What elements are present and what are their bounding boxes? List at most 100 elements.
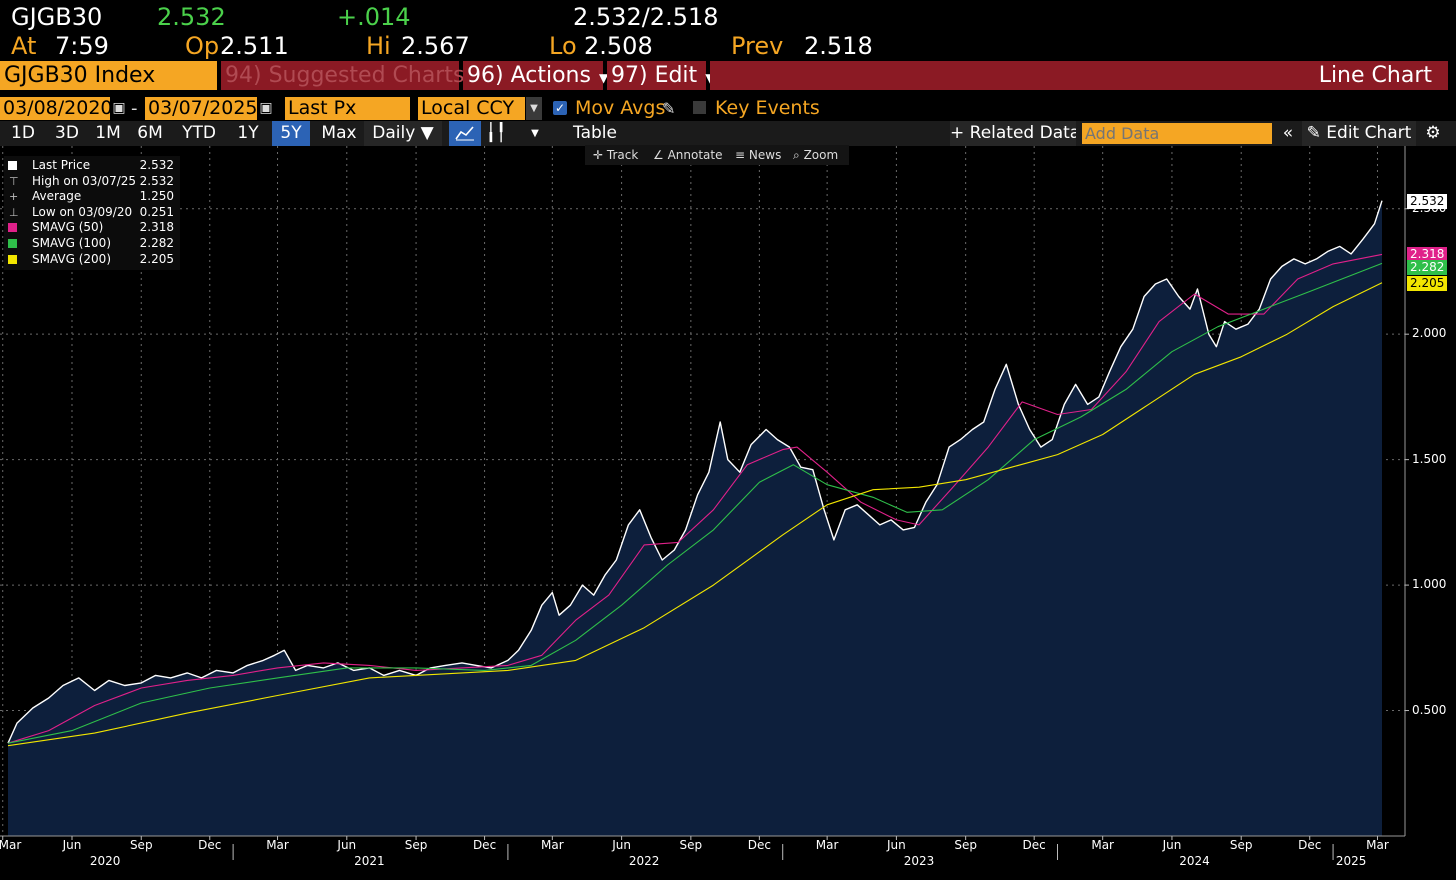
ticker: GJGB30 [11, 3, 103, 31]
last-price: 2.532 [157, 3, 226, 31]
news-icon: ≡ [735, 148, 746, 162]
x-month-label: Mar [0, 838, 22, 852]
line-chart-icon[interactable] [449, 121, 481, 146]
x-month-label: Sep [129, 838, 153, 852]
pencil-icon[interactable]: ✎ [662, 99, 676, 118]
x-month-label: Dec [198, 838, 222, 852]
chart-tools: ✛ Track ∠ Annotate ≡ News ⌕ Zoom [585, 145, 849, 165]
high-icon: ⊤ [9, 174, 19, 188]
edit-menu[interactable]: 97) Edit ▼ [607, 61, 714, 90]
period-3d-button[interactable]: 3D [55, 123, 79, 143]
chart-legend[interactable]: Last Price 2.532 ⊤ High on 03/07/25 2.532 + Av… [4, 156, 180, 270]
period-max-button[interactable]: Max [321, 123, 357, 143]
chevron-down-icon: ▼ [705, 71, 714, 85]
legend-value: 2.532 [139, 158, 174, 172]
actions-menu[interactable]: 96) Actions ▼ [463, 61, 608, 90]
collapse-icon[interactable]: « [1282, 123, 1294, 143]
series-line-smavg-50 [7, 253, 1383, 744]
bid-ask: 2.532/2.518 [573, 3, 719, 31]
prev-value: 2.518 [804, 32, 873, 60]
time-label: At [11, 32, 37, 60]
legend-item[interactable]: SMAVG (100) 2.282 [4, 236, 180, 252]
legend-value: 2.318 [139, 220, 174, 235]
mov-avgs-checkbox[interactable]: ✓ [553, 101, 567, 115]
x-month-label: Sep [954, 838, 977, 852]
period-bar: 1D 3D 1M 6M YTD 1Y 5Y Max Daily ▼ ╽╿ ▼ Table + … [0, 121, 1456, 146]
value-tag: 2.318 [1407, 247, 1448, 263]
price-area-fill [8, 200, 1382, 836]
legend-name: Low on 03/09/20 [32, 204, 133, 219]
magnifier-icon: ⌕ [793, 148, 800, 162]
series-line-last-price [7, 200, 1383, 744]
x-month-label: Sep [1229, 838, 1253, 852]
value-tag: 2.532 [1407, 193, 1448, 209]
y-tick-label: 2.000 [1412, 326, 1447, 341]
legend-swatch [8, 254, 17, 264]
x-month-label: Mar [541, 838, 564, 852]
legend-item[interactable]: + Average 1.250 [4, 189, 180, 205]
x-year-label: 2023 [903, 854, 935, 868]
key-events-checkbox[interactable] [693, 101, 706, 114]
period-ytd-button[interactable]: YTD [182, 123, 216, 143]
legend-item[interactable]: SMAVG (50) 2.318 [4, 220, 180, 236]
legend-item[interactable]: ⊤ High on 03/07/25 2.532 [4, 174, 180, 190]
start-date-field[interactable]: 03/08/2020 [0, 97, 110, 120]
zoom-tool[interactable]: ⌕ Zoom [793, 145, 838, 165]
x-month-label: Mar [1091, 838, 1114, 852]
open-label: Op [185, 32, 220, 60]
frequency-select[interactable]: Daily ▼ [364, 121, 442, 146]
x-month-label: Jun [337, 838, 357, 852]
period-6m-button[interactable]: 6M [137, 123, 163, 143]
end-date-field[interactable]: 03/07/2025 [145, 97, 257, 120]
field-select[interactable]: Last Px [285, 97, 410, 120]
annotate-tool[interactable]: ∠ Annotate [653, 145, 723, 165]
value-tag: 2.205 [1407, 275, 1448, 291]
legend-value: 0.251 [139, 204, 174, 219]
suggested-charts-label: 94) Suggested Charts [225, 63, 465, 88]
legend-swatch [8, 239, 17, 248]
x-month-label: Sep [679, 838, 703, 852]
chevron-down-icon[interactable]: ▼ [526, 97, 542, 120]
legend-item[interactable]: Last Price 2.532 [4, 158, 180, 174]
track-tool[interactable]: ✛ Track [593, 145, 638, 165]
legend-name: Average [32, 189, 82, 204]
legend-item[interactable]: SMAVG (200) 2.205 [4, 252, 180, 268]
calendar-icon[interactable]: ▣ [112, 100, 126, 116]
x-month-label: Jun [887, 838, 906, 852]
news-tool[interactable]: ≡ News [735, 145, 781, 165]
mov-avgs-label: Mov Avgs [575, 97, 666, 119]
x-month-label: Mar [266, 838, 289, 852]
security-field[interactable]: GJGB30 Index [0, 61, 217, 90]
period-5y-button[interactable]: 5Y [272, 121, 310, 146]
legend-item[interactable]: ⊥ Low on 03/09/20 0.251 [4, 205, 180, 221]
time-value: 7:59 [55, 32, 109, 60]
x-year-label: 2021 [354, 854, 385, 868]
period-1m-button[interactable]: 1M [95, 123, 121, 143]
edit-chart-button[interactable]: ✎ Edit Chart [1302, 121, 1416, 146]
related-data-button[interactable]: + Related Data [950, 121, 1076, 146]
low-label: Lo [549, 32, 577, 60]
suggested-charts-menu[interactable]: 94) Suggested Charts▼ [221, 61, 480, 90]
pen-icon: ∠ [653, 148, 664, 162]
chevron-down-icon[interactable]: ▼ [531, 128, 539, 139]
currency-select[interactable]: Local CCY [418, 97, 525, 120]
bar-chart-icon[interactable]: ╽╿ [485, 123, 507, 143]
annotate-label: Annotate [667, 148, 723, 162]
table-button[interactable]: Table [573, 123, 617, 143]
x-month-label: Dec [747, 838, 771, 852]
period-1d-button[interactable]: 1D [11, 123, 35, 143]
period-1y-button[interactable]: 1Y [237, 123, 259, 143]
price-chart[interactable] [0, 146, 1456, 880]
add-data-input[interactable] [1082, 123, 1272, 144]
low-value: 2.508 [584, 32, 653, 60]
high-label: Hi [366, 32, 391, 60]
x-year-label: 2022 [628, 854, 660, 868]
track-label: Track [606, 148, 639, 162]
average-icon: + [9, 190, 19, 204]
gear-icon[interactable]: ⚙ [1425, 123, 1441, 143]
series-line-smavg-200 [7, 282, 1383, 747]
x-month-label: Jun [612, 838, 631, 852]
chevron-down-icon: ▼ [598, 71, 609, 85]
calendar-icon[interactable]: ▣ [259, 100, 273, 116]
legend-value: 2.205 [139, 251, 174, 266]
